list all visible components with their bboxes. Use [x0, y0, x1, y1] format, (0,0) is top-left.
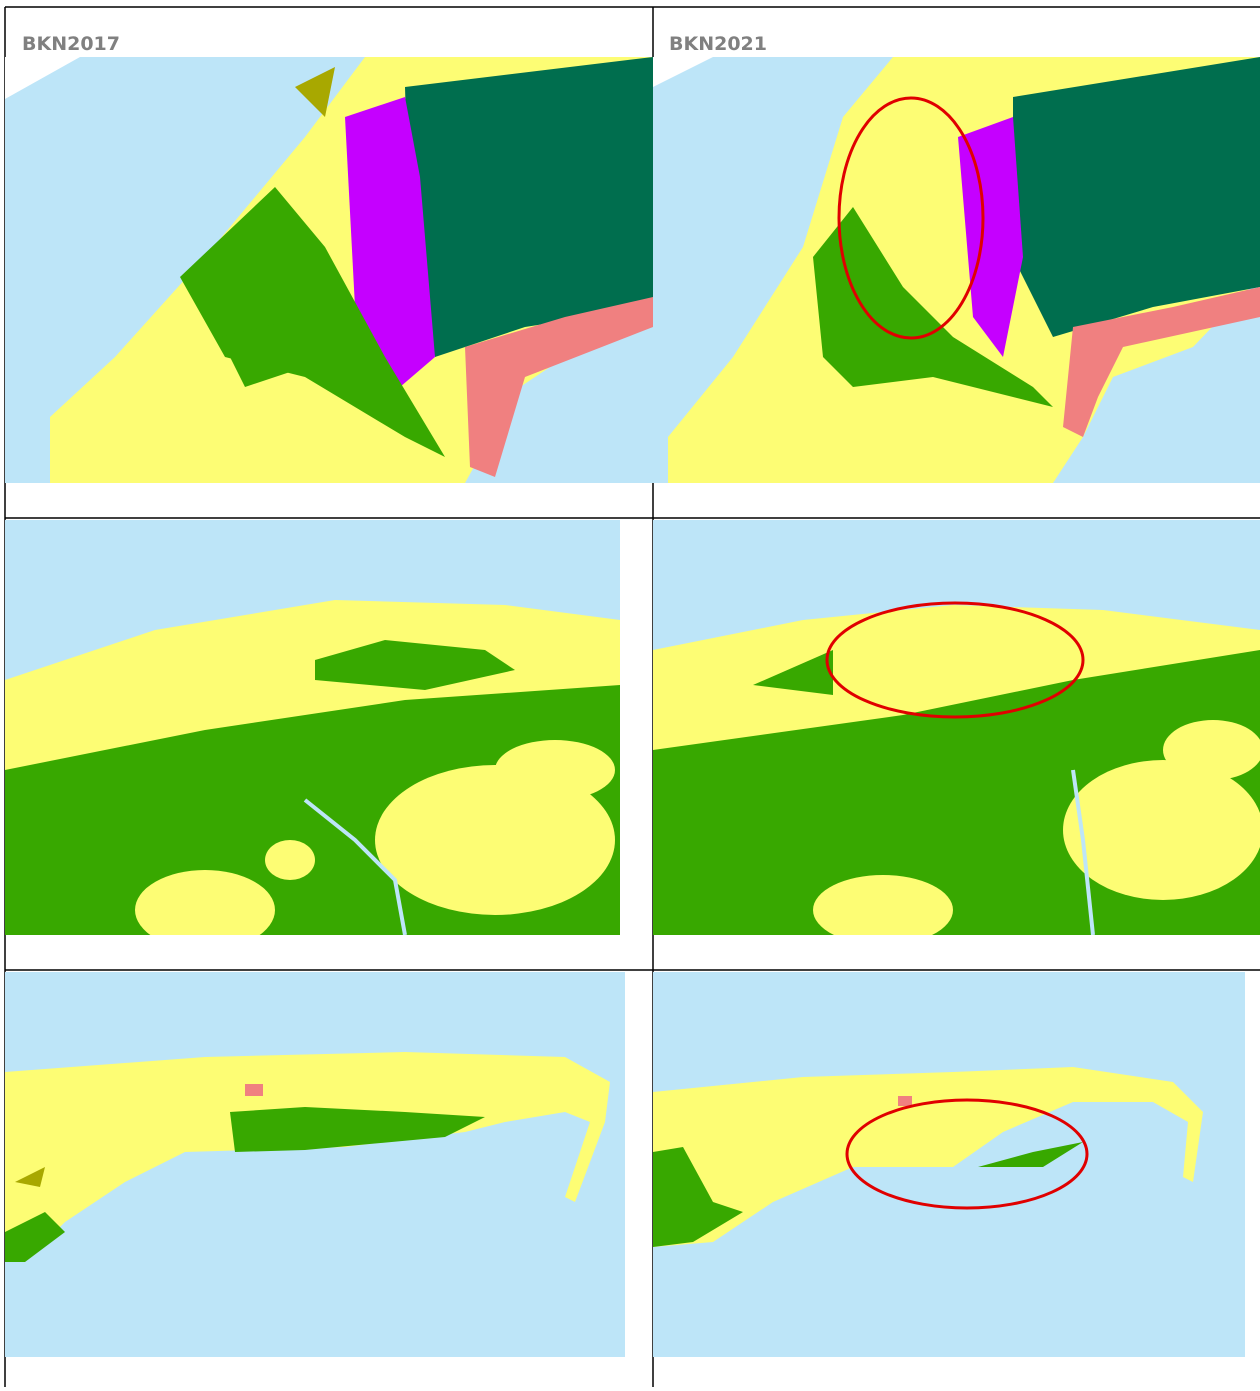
map-2017-a [5, 57, 653, 483]
map-2017-b [5, 520, 620, 935]
map-2021-c [653, 972, 1245, 1357]
map-2021-b [653, 520, 1260, 935]
column-header: BKN2017 [22, 33, 120, 55]
column-header: BKN2021 [669, 33, 767, 55]
map-2021-a [653, 57, 1260, 483]
map-2017-c [5, 972, 625, 1357]
